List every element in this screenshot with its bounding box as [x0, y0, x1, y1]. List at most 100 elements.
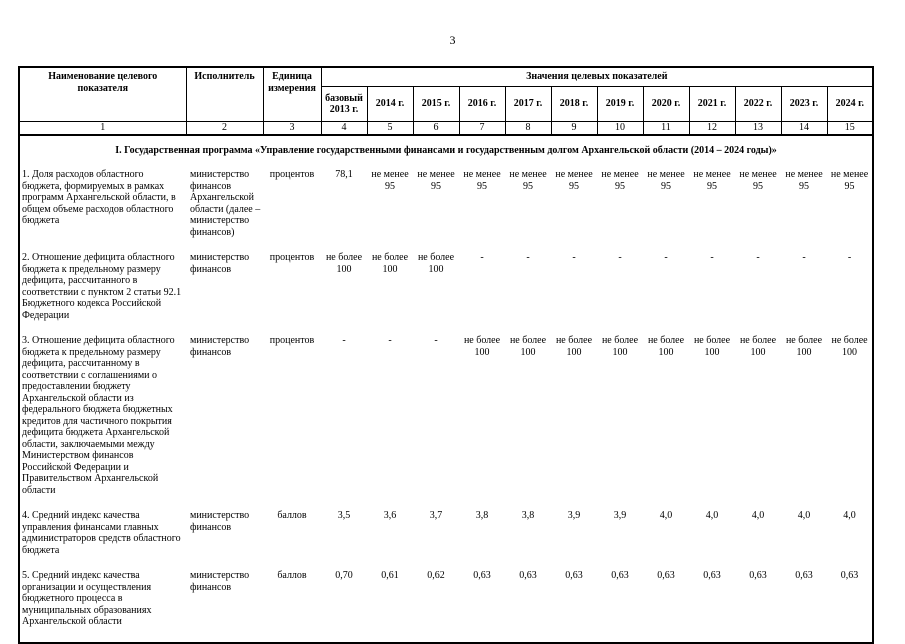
value-cell: 3,6: [383, 510, 397, 521]
year-column-header: 2018 г.: [550, 86, 598, 122]
year-column-header: 2020 г.: [642, 86, 690, 122]
value-cell: не более 100: [785, 335, 823, 358]
value-cell: 4,0: [705, 510, 719, 521]
column-number: 1: [18, 121, 187, 136]
section-title: I. Государственная программа «Управление…: [115, 144, 777, 156]
value-cell: не менее 95: [601, 169, 639, 192]
value-cell: -: [618, 252, 622, 263]
indicator-name-cell: 2. Отношение дефицита областного бюджета…: [22, 252, 182, 321]
column-number: 2: [185, 121, 264, 136]
value-cell: не менее 95: [830, 169, 869, 192]
value-cell: не более 100: [509, 335, 547, 358]
value-cell: не более 100: [371, 252, 409, 275]
column-number: 3: [262, 121, 322, 136]
unit-cell: баллов: [277, 570, 307, 581]
value-cell: 0,63: [795, 570, 813, 581]
column-number: 12: [688, 121, 736, 136]
table-row: 3. Отношение дефицита областного бюджета…: [19, 335, 873, 510]
value-cell: не более 100: [831, 335, 868, 358]
value-cell: -: [572, 252, 576, 263]
value-cell: 3,9: [613, 510, 627, 521]
value-cell: 0,63: [473, 570, 491, 581]
table-row: 1. Доля расходов областного бюджета, фор…: [19, 169, 873, 252]
value-cell: 0,63: [703, 570, 721, 581]
value-cell: 0,63: [840, 570, 859, 581]
indicator-name-cell: 5. Средний индекс качества организации и…: [22, 570, 152, 627]
value-cell: 3,5: [337, 510, 351, 521]
value-cell: -: [756, 252, 760, 263]
value-cell: 4,0: [659, 510, 673, 521]
table-row: 5. Средний индекс качества организации и…: [19, 570, 873, 643]
value-cell: 0,62: [427, 570, 445, 581]
column-number: 4: [320, 121, 368, 136]
value-cell: не более 100: [647, 335, 685, 358]
unit-cell: баллов: [277, 510, 307, 521]
value-cell: -: [434, 335, 438, 346]
year-column-header: 2021 г.: [688, 86, 736, 122]
column-header-executor: Исполнитель: [185, 66, 264, 122]
page-number: 3: [449, 33, 456, 47]
value-cell: не менее 95: [739, 169, 777, 192]
value-cell: 0,63: [565, 570, 583, 581]
year-column-header: 2017 г.: [504, 86, 552, 122]
column-number: 10: [596, 121, 644, 136]
year-column-header: 2024 г.: [826, 86, 874, 122]
executor-cell: министерство финансов: [190, 252, 250, 275]
value-cell: не более 100: [555, 335, 593, 358]
year-column-header: 2022 г.: [734, 86, 782, 122]
column-number: 13: [734, 121, 782, 136]
target-indicators-table: Наименование целевого показателя Исполни…: [18, 66, 875, 644]
value-cell: 3,7: [429, 510, 443, 521]
table-row: 4. Средний индекс качества управления фи…: [19, 510, 873, 570]
column-number: 11: [642, 121, 690, 136]
section-title-row: I. Государственная программа «Управление…: [19, 135, 873, 170]
column-number: 7: [458, 121, 506, 136]
value-cell: 4,0: [751, 510, 765, 521]
year-column-header: 2023 г.: [780, 86, 828, 122]
table-row: 2. Отношение дефицита областного бюджета…: [19, 252, 873, 335]
value-cell: -: [526, 252, 530, 263]
value-cell: 0,61: [381, 570, 399, 581]
value-cell: не менее 95: [371, 169, 409, 192]
table-header: Наименование целевого показателя Исполни…: [18, 66, 874, 136]
value-cell: -: [664, 252, 668, 263]
value-cell: -: [480, 252, 484, 263]
value-cell: 3,9: [567, 510, 581, 521]
value-cell: не менее 95: [693, 169, 731, 192]
value-cell: 0,70: [335, 570, 353, 581]
column-number: 15: [826, 121, 874, 136]
column-number: 9: [550, 121, 598, 136]
value-cell: 0,63: [749, 570, 767, 581]
table-body: I. Государственная программа «Управление…: [19, 135, 873, 643]
value-cell: -: [388, 335, 392, 346]
value-cell: не менее 95: [417, 169, 455, 192]
column-header-indicator-name: Наименование целевого показателя: [18, 66, 187, 122]
year-column-header: 2019 г.: [596, 86, 644, 122]
value-cell: не более 100: [325, 252, 363, 275]
value-cell: не более 100: [739, 335, 777, 358]
year-header-row: базовый 2013 г. 2014 г. 2015 г. 2016 г. 2017…: [19, 86, 874, 122]
unit-cell: процентов: [269, 169, 315, 180]
year-column-header: базовый 2013 г.: [320, 86, 368, 122]
value-cell: не менее 95: [555, 169, 593, 192]
value-cell: 78,1: [335, 169, 353, 180]
indicator-name-cell: 3. Отношение дефицита областного бюджета…: [22, 335, 175, 496]
unit-cell: процентов: [269, 335, 315, 346]
value-cell: 4,0: [797, 510, 811, 521]
column-number: 8: [504, 121, 552, 136]
value-cell: не более 100: [463, 335, 501, 358]
value-cell: 0,63: [611, 570, 629, 581]
value-cell: не менее 95: [509, 169, 547, 192]
unit-cell: процентов: [269, 252, 315, 263]
value-cell: -: [847, 252, 852, 263]
column-number-row: 1 2 3 4 5 6 7 8 9 10 11 12 13 14 15: [18, 121, 874, 136]
executor-cell: министерство финансов: [190, 570, 250, 593]
indicator-name-cell: 1. Доля расходов областного бюджета, фор…: [22, 169, 176, 226]
executor-cell: министерство финансов: [190, 335, 250, 358]
executor-cell: министерство финансов Архангельской обла…: [190, 169, 261, 238]
column-number: 5: [366, 121, 414, 136]
value-cell: -: [342, 335, 346, 346]
year-column-header: 2015 г.: [412, 86, 460, 122]
indicator-name-cell: 4. Средний индекс качества управления фи…: [22, 510, 181, 556]
